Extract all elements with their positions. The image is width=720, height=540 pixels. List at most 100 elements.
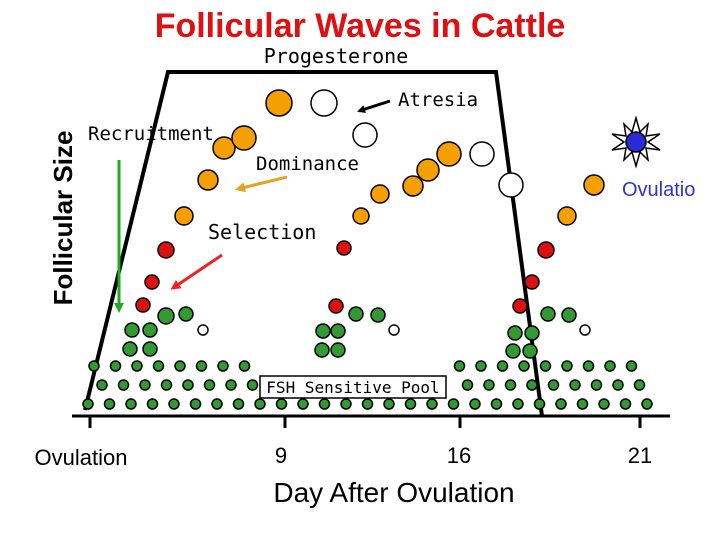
recruited-follicle <box>174 360 186 372</box>
recruited-follicle <box>604 360 616 372</box>
fsh-pool-follicles <box>82 360 653 410</box>
recruited-follicle <box>547 379 560 391</box>
recruited-follicle <box>504 379 517 391</box>
selected-follicle <box>328 298 344 314</box>
recruited-follicle <box>238 360 251 372</box>
recruited-follicle <box>96 379 108 391</box>
recruited-follicle <box>195 360 208 372</box>
recruited-follicle <box>152 360 165 372</box>
recruited-follicle <box>475 360 487 372</box>
dominant-follicle <box>174 206 194 226</box>
dominant-follicle <box>265 89 293 117</box>
recruited-follicle <box>483 379 495 391</box>
recruited-follicle <box>178 306 194 322</box>
recruited-follicle <box>109 360 122 372</box>
progesterone-label: Progesterone <box>264 44 409 68</box>
recruited-follicle <box>225 379 237 391</box>
recruited-follicle <box>232 398 245 410</box>
recruited-follicle <box>522 343 538 359</box>
recruited-follicle <box>598 398 610 410</box>
recruited-follicle <box>561 307 577 323</box>
recruited-follicle <box>361 398 374 410</box>
dominance-arrow <box>235 175 288 193</box>
recruited-follicle <box>612 379 624 391</box>
recruited-follicle <box>526 379 538 391</box>
recruited-follicle <box>125 398 137 410</box>
recruited-follicle <box>203 379 216 391</box>
atretic-follicle <box>498 172 524 198</box>
recruited-follicle <box>453 360 466 372</box>
recruited-follicle <box>139 379 151 391</box>
recruited-follicle <box>641 398 653 410</box>
atretic-follicle <box>310 89 338 117</box>
recruited-follicle <box>625 360 638 372</box>
dominant-follicle <box>352 207 370 225</box>
recruited-follicle <box>168 398 180 410</box>
recruited-follicle <box>131 360 143 372</box>
recruited-follicle <box>297 398 309 410</box>
recruited-follicle <box>157 307 175 325</box>
recruited-follicle <box>117 379 130 391</box>
recruited-follicle <box>124 322 140 338</box>
recruited-follicle <box>348 306 364 322</box>
recruited-follicle <box>469 398 481 410</box>
recruited-follicle <box>182 379 194 391</box>
atresia-label: Atresia <box>398 89 478 111</box>
recruited-follicle <box>211 398 223 410</box>
atresia-arrow <box>357 99 391 113</box>
recruited-follicle <box>561 360 573 372</box>
recruited-follicle <box>533 398 546 410</box>
recruited-follicle <box>539 360 552 372</box>
recruited-follicle <box>275 398 288 410</box>
atretic-follicle <box>352 122 378 148</box>
ovulation-right-label: Ovulatio <box>622 179 695 201</box>
x-tick-label-ovulation: Ovulation <box>35 445 128 470</box>
atretic-follicle <box>579 324 591 336</box>
recruited-follicle <box>590 379 603 391</box>
recruited-follicle <box>461 379 474 391</box>
selected-follicle <box>144 274 160 290</box>
recruited-follicle <box>160 379 173 391</box>
recruited-follicle <box>246 379 259 391</box>
selected-follicle <box>537 241 555 259</box>
recruited-follicle <box>576 398 589 410</box>
recruited-follicle <box>496 360 509 372</box>
dominance-label: Dominance <box>256 153 359 175</box>
recruited-follicle <box>146 398 159 410</box>
recruited-follicle <box>540 306 556 322</box>
wave-follicles <box>122 89 605 359</box>
dominant-follicle <box>197 169 219 191</box>
atretic-follicle <box>469 141 495 167</box>
recruited-follicle <box>318 398 331 410</box>
atretic-follicle <box>388 324 400 336</box>
recruited-follicle <box>370 307 386 323</box>
recruited-follicle <box>383 398 395 410</box>
dominant-follicle <box>370 184 390 204</box>
recruited-follicle <box>103 398 116 410</box>
recruited-follicle <box>524 325 540 341</box>
recruited-follicle <box>555 398 567 410</box>
recruited-follicle <box>426 398 438 410</box>
recruited-follicle <box>122 341 138 357</box>
selected-follicle <box>135 297 151 313</box>
dominant-follicle <box>402 175 424 197</box>
recruited-follicle <box>518 360 530 372</box>
dominant-follicle <box>557 206 577 226</box>
diagram-title: Follicular Waves in Cattle <box>155 7 566 45</box>
recruited-follicle <box>404 398 417 410</box>
selected-follicle <box>524 274 540 290</box>
selection-arrow <box>170 253 223 290</box>
dominant-follicle <box>416 158 440 182</box>
atretic-follicle <box>197 324 209 336</box>
recruited-follicle <box>142 341 158 357</box>
recruited-follicle <box>569 379 581 391</box>
fsh-pool-label: FSH Sensitive Pool <box>266 378 439 397</box>
recruited-follicle <box>582 360 595 372</box>
recruited-follicle <box>447 398 460 410</box>
recruited-follicle <box>82 398 94 410</box>
recruited-follicle <box>314 342 330 358</box>
recruited-follicle <box>619 398 632 410</box>
dominant-follicle <box>212 136 236 160</box>
recruited-follicle <box>490 398 503 410</box>
recruited-follicle <box>330 323 346 339</box>
